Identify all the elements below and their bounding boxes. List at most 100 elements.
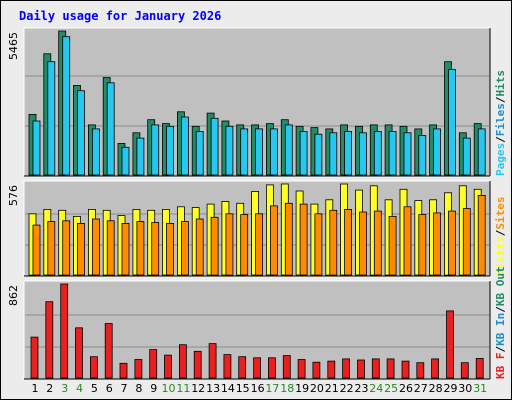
- x-tick-label-1: 1: [32, 382, 39, 395]
- top-files-bar-22: [344, 131, 353, 176]
- top-files-bar-26: [403, 132, 412, 176]
- top-files-bar-15: [240, 128, 249, 176]
- bottom-kb-f-bar-17: [267, 357, 276, 379]
- top-files-bar-8: [136, 137, 145, 176]
- x-tick-label-29: 29: [444, 382, 458, 395]
- top-files-bar-19: [299, 131, 308, 176]
- bottom-kb-f-bar-29: [446, 310, 454, 379]
- top-files-bar-30: [462, 137, 471, 176]
- middle-legend-item-1: Visits: [494, 236, 507, 276]
- top-legend-item-3: Files: [494, 103, 507, 136]
- x-tick-label-5: 5: [91, 382, 98, 395]
- middle-sites-bar-29: [448, 210, 456, 276]
- bottom-kb-f-bar-10: [164, 354, 172, 379]
- middle-sites-bar-26: [403, 206, 412, 276]
- bottom-kb-f-bar-26: [401, 360, 410, 379]
- top-files-bar-11: [180, 116, 189, 176]
- x-tick-label-10: 10: [162, 382, 176, 395]
- middle-sites-bar-15: [240, 214, 249, 276]
- top-files-bar-25: [388, 131, 397, 176]
- bottom-kb-f-bar-30: [460, 362, 469, 379]
- bottom-ymax-label: 862: [7, 285, 20, 306]
- top-files-bar-27: [418, 135, 427, 176]
- x-tick-label-16: 16: [251, 382, 265, 395]
- middle-sites-bar-31: [477, 194, 486, 276]
- x-tick-label-23: 23: [355, 382, 369, 395]
- middle-sites-bar-13: [210, 216, 219, 276]
- top-files-bar-31: [477, 128, 486, 176]
- x-tick-label-28: 28: [429, 382, 443, 395]
- x-tick-label-21: 21: [325, 382, 339, 395]
- middle-sites-bar-12: [195, 218, 204, 276]
- middle-sites-bar-18: [284, 202, 293, 276]
- bottom-legend-item-3: KB In: [494, 313, 507, 346]
- bottom-kb-f-bar-16: [253, 357, 262, 379]
- top-files-bar-5: [92, 128, 100, 176]
- middle-legend-item-2: /: [494, 229, 507, 236]
- top-files-bar-21: [329, 132, 338, 176]
- x-tick-label-6: 6: [106, 382, 113, 395]
- x-tick-label-14: 14: [221, 382, 235, 395]
- middle-sites-bar-2: [47, 221, 56, 276]
- x-tick-label-24: 24: [369, 382, 383, 395]
- middle-sites-bar-19: [299, 203, 308, 276]
- top-files-bar-24: [373, 131, 382, 176]
- middle-sites-bar-27: [418, 214, 427, 276]
- bottom-kb-f-bar-19: [297, 359, 306, 379]
- bottom-kb-f-bar-27: [416, 362, 425, 379]
- middle-sites-bar-11: [180, 221, 189, 276]
- bottom-kb-f-bar-1: [30, 336, 39, 379]
- middle-sites-bar-17: [269, 205, 278, 276]
- x-tick-label-3: 3: [61, 382, 68, 395]
- x-tick-label-17: 17: [265, 382, 279, 395]
- bottom-kb-f-bar-21: [327, 360, 336, 379]
- x-tick-label-22: 22: [340, 382, 354, 395]
- middle-sites-bar-14: [225, 213, 234, 276]
- top-legend-item-5: Hits: [494, 70, 507, 97]
- bottom-kb-f-bar-5: [90, 356, 98, 379]
- middle-sites-bar-23: [359, 211, 367, 276]
- top-files-bar-6: [106, 82, 115, 176]
- middle-sites-bar-7: [121, 222, 130, 276]
- bottom-kb-f-bar-9: [149, 349, 158, 379]
- x-tick-label-2: 2: [46, 382, 53, 395]
- bottom-kb-f-bar-25: [386, 358, 395, 379]
- middle-sites-bar-4: [77, 222, 85, 276]
- top-files-bar-4: [77, 90, 85, 176]
- top-files-bar-17: [269, 128, 278, 176]
- x-tick-label-15: 15: [236, 382, 250, 395]
- bottom-kb-f-bar-14: [223, 354, 232, 379]
- top-files-bar-20: [314, 133, 323, 176]
- bottom-kb-f-bar-3: [60, 283, 69, 379]
- middle-sites-bar-1: [32, 224, 41, 276]
- middle-sites-bar-3: [62, 220, 71, 276]
- top-files-bar-9: [151, 124, 160, 176]
- middle-legend-item-3: Sites: [494, 197, 507, 230]
- x-tick-label-30: 30: [458, 382, 472, 395]
- middle-legend: Visits/Sites: [494, 197, 507, 277]
- top-legend: Pages/Files/Hits: [494, 70, 507, 176]
- chart-title: Daily usage for January 2026: [19, 9, 221, 23]
- x-tick-label-27: 27: [414, 382, 428, 395]
- top-files-bar-18: [284, 124, 293, 176]
- bottom-legend-item-2: /: [494, 346, 507, 353]
- top-legend-item-2: /: [494, 136, 507, 143]
- middle-sites-bar-24: [373, 210, 382, 276]
- x-tick-label-11: 11: [176, 382, 190, 395]
- middle-sites-bar-28: [433, 212, 442, 276]
- x-tick-label-25: 25: [384, 382, 398, 395]
- bottom-kb-f-bar-15: [238, 356, 247, 379]
- bottom-kb-f-bar-22: [342, 358, 351, 379]
- x-tick-label-9: 9: [150, 382, 157, 395]
- middle-sites-bar-21: [329, 209, 338, 276]
- top-files-bar-10: [166, 125, 174, 176]
- top-files-bar-29: [448, 69, 456, 176]
- middle-ymax-label: 576: [7, 185, 20, 206]
- x-tick-label-13: 13: [206, 382, 220, 395]
- bottom-kb-f-bar-31: [475, 357, 484, 379]
- bottom-legend-item-5: KB Out: [494, 266, 507, 306]
- bottom-kb-f-bar-20: [312, 361, 321, 379]
- top-ymax-label: 5465: [7, 32, 20, 60]
- top-files-bar-23: [359, 132, 367, 176]
